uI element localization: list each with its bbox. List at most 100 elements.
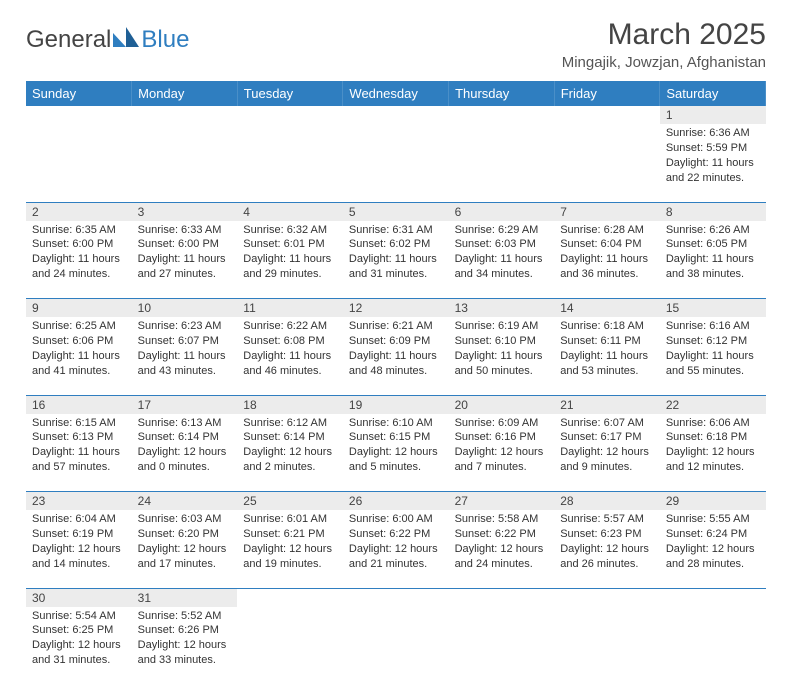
day-number-cell [554, 588, 660, 607]
day-number-cell: 10 [132, 299, 238, 318]
day-cell: Sunrise: 6:19 AMSunset: 6:10 PMDaylight:… [449, 317, 555, 395]
day-cell-content: Sunrise: 6:26 AMSunset: 6:05 PMDaylight:… [660, 221, 766, 286]
day-cell [554, 607, 660, 685]
day-cell-content: Sunrise: 5:54 AMSunset: 6:25 PMDaylight:… [26, 607, 132, 672]
day-number-cell: 3 [132, 202, 238, 221]
daynum-row: 3031 [26, 588, 766, 607]
data-row: Sunrise: 5:54 AMSunset: 6:25 PMDaylight:… [26, 607, 766, 685]
day-cell: Sunrise: 5:58 AMSunset: 6:22 PMDaylight:… [449, 510, 555, 588]
day-cell-content: Sunrise: 6:09 AMSunset: 6:16 PMDaylight:… [449, 414, 555, 479]
day-cell-content: Sunrise: 6:31 AMSunset: 6:02 PMDaylight:… [343, 221, 449, 286]
day-number-cell: 19 [343, 395, 449, 414]
day-cell: Sunrise: 5:57 AMSunset: 6:23 PMDaylight:… [554, 510, 660, 588]
day-cell [26, 124, 132, 202]
day-cell [343, 607, 449, 685]
day-cell-content: Sunrise: 6:18 AMSunset: 6:11 PMDaylight:… [554, 317, 660, 382]
weekday-header: Friday [554, 81, 660, 106]
day-cell-content: Sunrise: 6:16 AMSunset: 6:12 PMDaylight:… [660, 317, 766, 382]
data-row: Sunrise: 6:04 AMSunset: 6:19 PMDaylight:… [26, 510, 766, 588]
day-cell: Sunrise: 5:52 AMSunset: 6:26 PMDaylight:… [132, 607, 238, 685]
day-cell: Sunrise: 6:15 AMSunset: 6:13 PMDaylight:… [26, 414, 132, 492]
day-number-cell: 17 [132, 395, 238, 414]
day-cell [660, 607, 766, 685]
day-cell-content: Sunrise: 6:01 AMSunset: 6:21 PMDaylight:… [237, 510, 343, 575]
day-number-cell [343, 106, 449, 124]
weekday-header-row: SundayMondayTuesdayWednesdayThursdayFrid… [26, 81, 766, 106]
day-number-cell: 8 [660, 202, 766, 221]
data-row: Sunrise: 6:15 AMSunset: 6:13 PMDaylight:… [26, 414, 766, 492]
day-cell [554, 124, 660, 202]
logo-text-1: General [26, 26, 111, 54]
weekday-header: Saturday [660, 81, 766, 106]
data-row: Sunrise: 6:36 AMSunset: 5:59 PMDaylight:… [26, 124, 766, 202]
day-cell-content: Sunrise: 6:35 AMSunset: 6:00 PMDaylight:… [26, 221, 132, 286]
day-number-cell: 12 [343, 299, 449, 318]
day-number-cell: 16 [26, 395, 132, 414]
day-number-cell: 7 [554, 202, 660, 221]
day-cell: Sunrise: 6:00 AMSunset: 6:22 PMDaylight:… [343, 510, 449, 588]
daynum-row: 2345678 [26, 202, 766, 221]
day-cell-content: Sunrise: 6:25 AMSunset: 6:06 PMDaylight:… [26, 317, 132, 382]
day-cell: Sunrise: 6:32 AMSunset: 6:01 PMDaylight:… [237, 221, 343, 299]
day-cell-content: Sunrise: 5:58 AMSunset: 6:22 PMDaylight:… [449, 510, 555, 575]
day-number-cell [343, 588, 449, 607]
weekday-header: Thursday [449, 81, 555, 106]
day-number-cell: 27 [449, 492, 555, 511]
day-number-cell: 18 [237, 395, 343, 414]
daynum-row: 16171819202122 [26, 395, 766, 414]
day-cell-content: Sunrise: 6:19 AMSunset: 6:10 PMDaylight:… [449, 317, 555, 382]
day-number-cell: 28 [554, 492, 660, 511]
day-cell-content: Sunrise: 6:04 AMSunset: 6:19 PMDaylight:… [26, 510, 132, 575]
day-cell-content: Sunrise: 6:36 AMSunset: 5:59 PMDaylight:… [660, 124, 766, 189]
day-number-cell: 21 [554, 395, 660, 414]
day-cell: Sunrise: 6:01 AMSunset: 6:21 PMDaylight:… [237, 510, 343, 588]
day-number-cell: 5 [343, 202, 449, 221]
day-cell-content: Sunrise: 5:57 AMSunset: 6:23 PMDaylight:… [554, 510, 660, 575]
weekday-header: Sunday [26, 81, 132, 106]
day-number-cell: 2 [26, 202, 132, 221]
day-cell-content: Sunrise: 6:12 AMSunset: 6:14 PMDaylight:… [237, 414, 343, 479]
day-cell: Sunrise: 6:36 AMSunset: 5:59 PMDaylight:… [660, 124, 766, 202]
data-row: Sunrise: 6:25 AMSunset: 6:06 PMDaylight:… [26, 317, 766, 395]
day-cell: Sunrise: 5:54 AMSunset: 6:25 PMDaylight:… [26, 607, 132, 685]
daynum-row: 9101112131415 [26, 299, 766, 318]
day-cell: Sunrise: 6:09 AMSunset: 6:16 PMDaylight:… [449, 414, 555, 492]
day-number-cell [26, 106, 132, 124]
day-cell-content: Sunrise: 6:23 AMSunset: 6:07 PMDaylight:… [132, 317, 238, 382]
month-title: March 2025 [562, 18, 766, 52]
day-number-cell: 23 [26, 492, 132, 511]
day-cell: Sunrise: 6:25 AMSunset: 6:06 PMDaylight:… [26, 317, 132, 395]
calendar-table: SundayMondayTuesdayWednesdayThursdayFrid… [26, 81, 766, 685]
day-number-cell: 31 [132, 588, 238, 607]
day-cell-content: Sunrise: 6:13 AMSunset: 6:14 PMDaylight:… [132, 414, 238, 479]
logo-text-2: Blue [141, 26, 189, 54]
day-number-cell: 20 [449, 395, 555, 414]
day-cell-content: Sunrise: 6:07 AMSunset: 6:17 PMDaylight:… [554, 414, 660, 479]
day-cell [237, 607, 343, 685]
day-cell: Sunrise: 6:13 AMSunset: 6:14 PMDaylight:… [132, 414, 238, 492]
weekday-header: Monday [132, 81, 238, 106]
day-cell [343, 124, 449, 202]
calendar-body: 1Sunrise: 6:36 AMSunset: 5:59 PMDaylight… [26, 106, 766, 685]
day-number-cell: 25 [237, 492, 343, 511]
location-text: Mingajik, Jowzjan, Afghanistan [562, 54, 766, 71]
day-cell-content: Sunrise: 5:55 AMSunset: 6:24 PMDaylight:… [660, 510, 766, 575]
day-cell-content: Sunrise: 6:29 AMSunset: 6:03 PMDaylight:… [449, 221, 555, 286]
day-number-cell [660, 588, 766, 607]
day-cell: Sunrise: 6:35 AMSunset: 6:00 PMDaylight:… [26, 221, 132, 299]
day-number-cell: 11 [237, 299, 343, 318]
day-cell: Sunrise: 6:28 AMSunset: 6:04 PMDaylight:… [554, 221, 660, 299]
day-cell: Sunrise: 6:26 AMSunset: 6:05 PMDaylight:… [660, 221, 766, 299]
day-number-cell [237, 588, 343, 607]
title-block: March 2025 Mingajik, Jowzjan, Afghanista… [562, 18, 766, 71]
day-number-cell: 6 [449, 202, 555, 221]
day-cell [132, 124, 238, 202]
day-number-cell: 14 [554, 299, 660, 318]
day-cell [237, 124, 343, 202]
day-cell: Sunrise: 6:12 AMSunset: 6:14 PMDaylight:… [237, 414, 343, 492]
data-row: Sunrise: 6:35 AMSunset: 6:00 PMDaylight:… [26, 221, 766, 299]
day-cell-content: Sunrise: 6:00 AMSunset: 6:22 PMDaylight:… [343, 510, 449, 575]
logo: General Blue [26, 26, 189, 54]
day-number-cell: 22 [660, 395, 766, 414]
day-cell: Sunrise: 6:29 AMSunset: 6:03 PMDaylight:… [449, 221, 555, 299]
